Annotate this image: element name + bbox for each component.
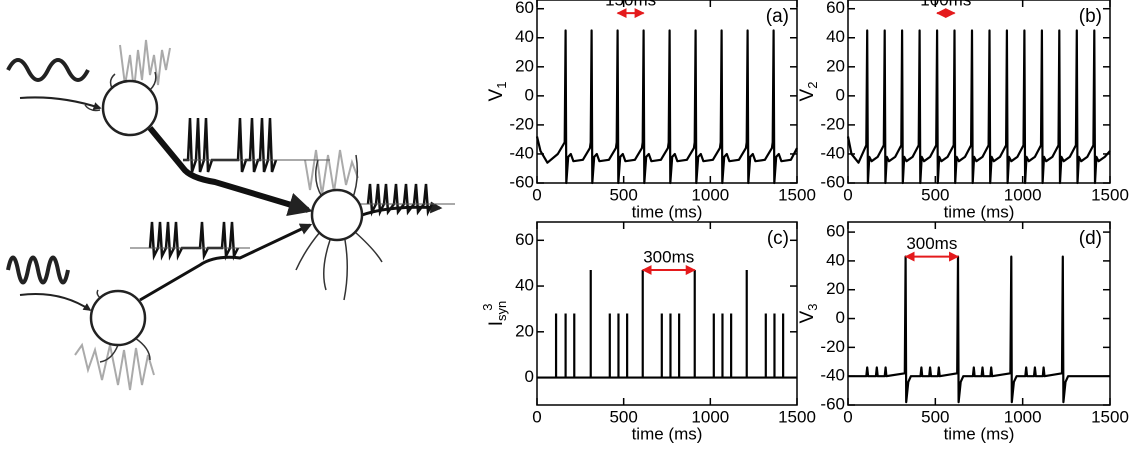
x-tick-label: 500 (609, 407, 637, 426)
noise-1 (119, 39, 171, 91)
y-axis-label: V3 (797, 304, 820, 324)
panel-letter: (c) (767, 228, 789, 249)
y-tick-label: -40 (820, 143, 845, 162)
y-label-sub: 1 (494, 82, 509, 89)
plot-frame (847, 0, 1111, 184)
x-tick-label: 1500 (1091, 407, 1129, 426)
synapse-1 (147, 126, 313, 216)
y-tick-label: 60 (515, 230, 534, 249)
input-wave-1 (6, 58, 90, 82)
synapse-2 (139, 223, 313, 302)
interval-label: 300ms (906, 234, 957, 253)
y-tick-label: -60 (509, 172, 534, 191)
y-tick-label: 0 (836, 308, 845, 327)
interval-label: 100ms (920, 0, 971, 10)
node-circle (310, 188, 364, 242)
y-tick-label: 60 (826, 0, 845, 17)
x-axis-label: time (ms) (632, 202, 703, 221)
x-tick-label: 500 (609, 185, 637, 204)
y-tick-label: 0 (525, 367, 534, 386)
x-tick-label: 1000 (1004, 185, 1042, 204)
y-tick-label: -20 (820, 114, 845, 133)
x-tick-label: 0 (843, 185, 852, 204)
y-label-main: V (797, 88, 818, 101)
trace (535, 29, 798, 185)
x-tick-label: 1000 (691, 407, 729, 426)
y-label-sub: 3 (805, 304, 820, 311)
plot-frame (536, 221, 798, 406)
x-axis-label: time (ms) (944, 424, 1015, 443)
y-label-main: I (486, 321, 507, 326)
interval-label: 150ms (605, 0, 656, 10)
y-label-main: V (486, 88, 507, 101)
y-tick-label: -20 (509, 114, 534, 133)
trace (848, 255, 1110, 404)
spike-train-2 (148, 221, 240, 261)
panel-letter: (d) (1079, 228, 1102, 249)
panel: 0 20 40 60 0 500 1000 1500 time (ms) Isyn3 (c) 300m… (480, 221, 816, 443)
spike-train-1 (183, 117, 278, 173)
y-tick-label: 60 (826, 222, 845, 241)
y-tick-label: -60 (820, 172, 845, 191)
y-tick-label: 20 (826, 56, 845, 75)
y-tick-label: 40 (826, 250, 845, 269)
y-tick-label: 20 (826, 279, 845, 298)
y-label-sub: syn (494, 301, 509, 321)
panel-letter: (b) (1079, 6, 1102, 27)
y-label-main: V (797, 310, 818, 323)
trace (846, 29, 1111, 185)
interval-label: 300ms (643, 248, 694, 267)
x-tick-label: 1500 (778, 185, 816, 204)
node-circle (101, 79, 159, 137)
diagram (6, 39, 455, 391)
x-tick-label: 0 (532, 185, 541, 204)
x-tick-label: 1500 (1091, 185, 1129, 204)
noise-3 (304, 149, 359, 196)
y-tick-label: -20 (820, 337, 845, 356)
panel: -60 -40 -20 0 20 40 60 0 500 1000 1500 time (ms) V3 (… (797, 221, 1129, 443)
x-tick-label: 500 (921, 407, 949, 426)
x-tick-label: 1000 (1004, 407, 1042, 426)
y-label-sub: 2 (805, 82, 820, 89)
y-tick-label: -60 (820, 394, 845, 413)
y-axis-label: Isyn3 (480, 301, 509, 327)
x-tick-label: 0 (532, 407, 541, 426)
x-tick-label: 500 (921, 185, 949, 204)
node-circle (89, 289, 147, 347)
noise-2 (74, 342, 155, 391)
y-tick-label: 60 (515, 0, 534, 17)
x-axis-label: time (ms) (632, 424, 703, 443)
y-tick-label: -40 (509, 143, 534, 162)
x-axis-label: time (ms) (944, 202, 1015, 221)
x-tick-label: 1500 (778, 407, 816, 426)
y-tick-label: 40 (826, 27, 845, 46)
plot-frame (536, 0, 798, 184)
dendrites (84, 71, 383, 363)
input-line-1 (19, 96, 102, 110)
y-tick-label: 20 (515, 321, 534, 340)
y-tick-label: 40 (515, 27, 534, 46)
spike-train-3 (366, 183, 434, 217)
y-tick-label: 0 (836, 85, 845, 104)
y-label-sup: 3 (480, 304, 495, 311)
y-tick-label: 20 (515, 56, 534, 75)
y-tick-label: 0 (525, 85, 534, 104)
y-axis-label: V2 (797, 82, 820, 102)
x-tick-label: 0 (843, 407, 852, 426)
panel-letter: (a) (766, 6, 789, 27)
x-tick-label: 1000 (691, 185, 729, 204)
input-line-2 (19, 293, 92, 311)
y-tick-label: 40 (515, 276, 534, 295)
y-axis-label: V1 (486, 82, 509, 102)
input-wave-2 (6, 255, 70, 285)
plot-frame (847, 221, 1111, 406)
panel: -60 -40 -20 0 20 40 60 0 500 1000 1500 time (ms) V2 (… (797, 0, 1129, 221)
y-tick-label: -40 (820, 366, 845, 385)
